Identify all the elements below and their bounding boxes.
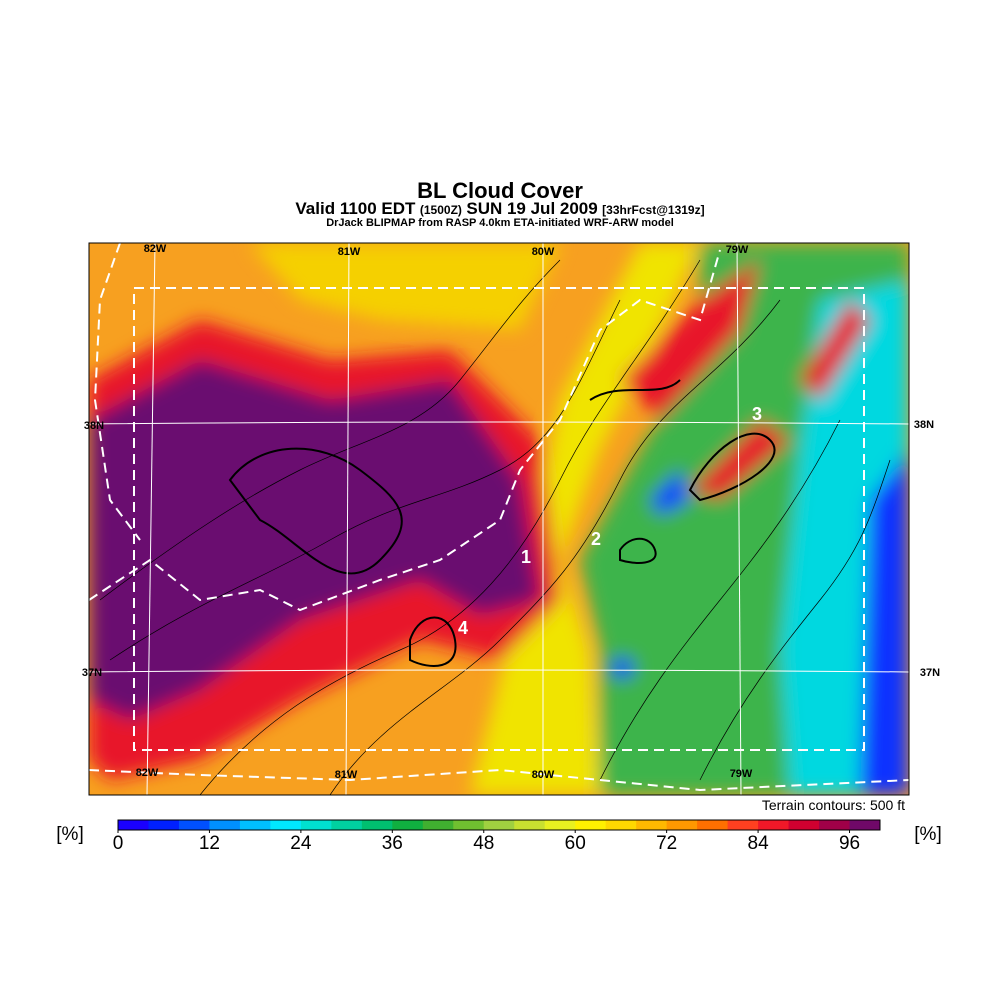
lat-label: 37N	[82, 667, 102, 679]
colorbar-swatch	[636, 820, 668, 830]
colorbar-swatch	[209, 820, 241, 830]
lon-label: 80W	[532, 246, 555, 258]
lon-label: 81W	[338, 246, 361, 258]
colorbar-swatch	[422, 820, 454, 830]
colorbar-tick-label: 72	[656, 833, 677, 854]
colorbar-swatch	[605, 820, 637, 830]
map-labels: 82W 81W 80W 79W 82W 81W 80W 79W 38N 37N …	[82, 243, 940, 781]
map-frame	[88, 242, 910, 796]
lon-label: 79W	[730, 768, 753, 780]
graticule	[89, 243, 909, 795]
colorbar-swatch	[575, 820, 607, 830]
lat-label: 38N	[84, 420, 104, 432]
colorbar-swatch	[666, 820, 698, 830]
marker: 4	[458, 618, 468, 638]
subtitle-part: [33hrFcst@1319z]	[602, 203, 704, 217]
lat-label: 38N	[914, 419, 934, 431]
lon-label: 80W	[532, 769, 555, 781]
marker: 3	[752, 404, 762, 424]
colorbar-tick-label: 60	[565, 833, 586, 854]
colorbar-tick-label: 12	[199, 833, 220, 854]
colorbar-swatch	[392, 820, 424, 830]
subtitle-part: (1500Z)	[420, 203, 462, 217]
source: DrJack BLIPMAP from RASP 4.0km ETA-initi…	[326, 217, 674, 229]
terrain-contours-bold	[228, 379, 776, 667]
lon-label: 79W	[726, 244, 749, 256]
colorbar-swatch	[331, 820, 363, 830]
colorbar-swatch	[453, 820, 485, 830]
title: BL Cloud Cover	[417, 178, 583, 203]
colorbar-unit: [%]	[914, 824, 941, 845]
colorbar-swatch	[819, 820, 851, 830]
colorbar-swatch	[849, 820, 881, 830]
map-field	[89, 243, 909, 795]
colorbar-swatch	[270, 820, 302, 830]
colorbar-swatch	[788, 820, 820, 830]
colorbar-swatch	[118, 820, 149, 830]
colorbar-swatch	[697, 820, 729, 830]
colorbar-tick-label: 0	[113, 833, 124, 854]
colorbar-tick-label: 96	[839, 833, 860, 854]
colorbar-swatch	[514, 820, 546, 830]
colorbar-swatch	[483, 820, 515, 830]
colorbar-swatch	[300, 820, 332, 830]
colorbar-frame	[117, 819, 881, 831]
boundaries	[89, 243, 909, 792]
subtitle-part: SUN 19 Jul 2009	[466, 199, 597, 218]
contour-note: Terrain contours: 500 ft	[762, 797, 905, 813]
colorbar: 0 12 24 36 48 60 72 84 96	[113, 819, 881, 854]
colorbar-swatch	[727, 820, 759, 830]
colorbar-tick-label: 24	[290, 833, 312, 854]
colorbar-swatch	[544, 820, 576, 830]
colorbar-tick-label: 36	[382, 833, 403, 854]
colorbar-swatch	[148, 820, 180, 830]
colorbar-swatch	[758, 820, 790, 830]
colorbar-unit: [%]	[56, 824, 83, 845]
subtitle: Valid 1100 EDT (1500Z) SUN 19 Jul 2009 […	[295, 199, 704, 218]
marker: 2	[591, 529, 601, 549]
lon-label: 82W	[136, 767, 159, 779]
colorbar-swatch	[239, 820, 271, 830]
colorbar-tick-label: 84	[748, 833, 770, 854]
lon-label: 82W	[144, 243, 167, 255]
lon-label: 81W	[335, 769, 358, 781]
marker: 1	[521, 547, 531, 567]
colorbar-tick-label: 48	[473, 833, 494, 854]
subtitle-part: Valid 1100 EDT	[295, 199, 416, 218]
colorbar-swatch	[361, 820, 393, 830]
lat-label: 37N	[920, 667, 940, 679]
colorbar-swatch	[178, 820, 210, 830]
